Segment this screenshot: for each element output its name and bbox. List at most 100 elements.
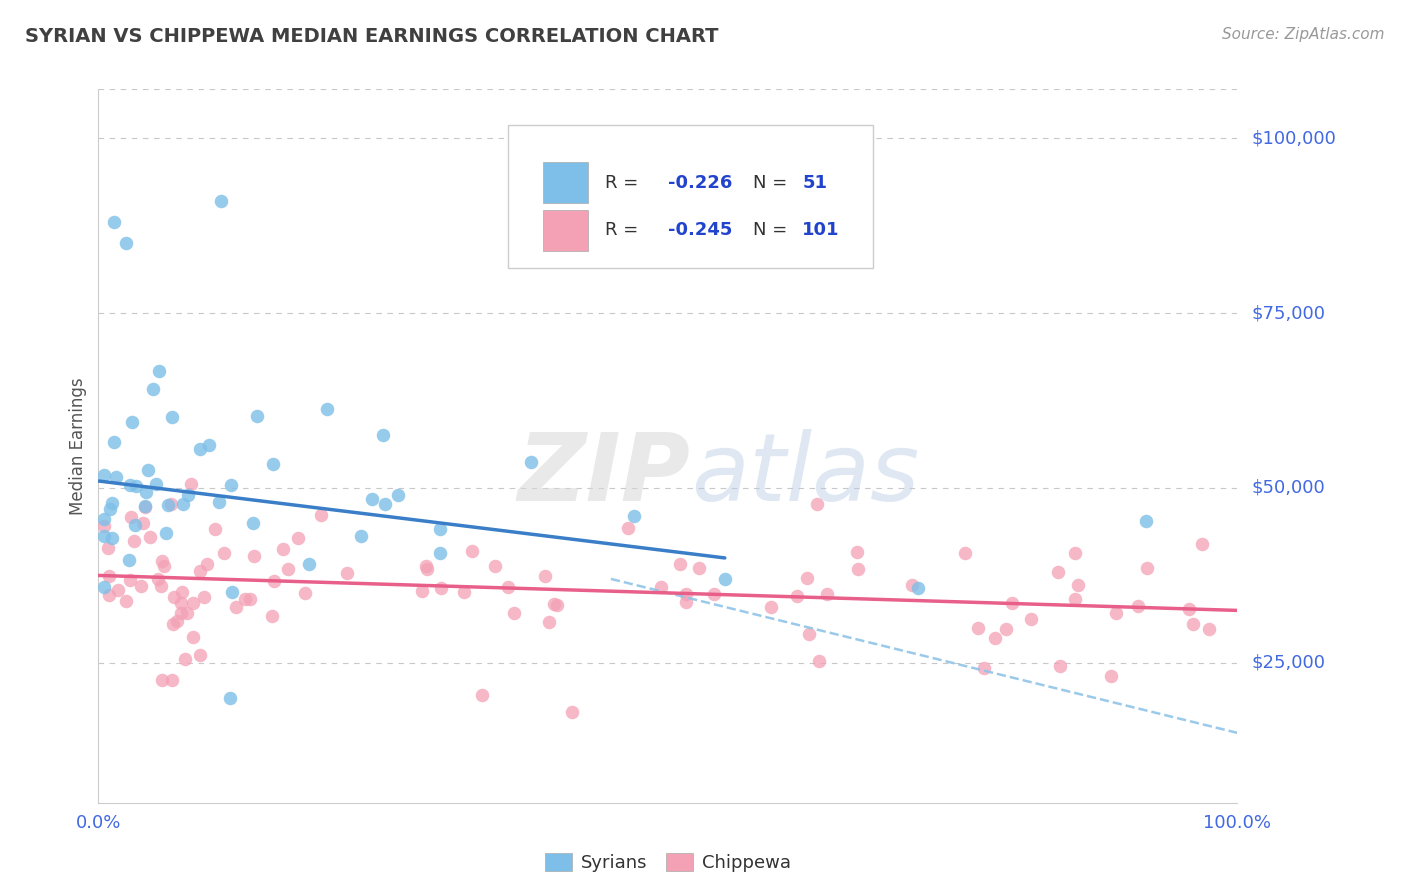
Point: [901, 578, 924, 592]
Point: [1064, 546, 1087, 560]
Point: [955, 546, 977, 560]
Point: [136, 463, 159, 477]
Point: [429, 546, 451, 560]
Point: [188, 648, 211, 662]
Point: [1021, 612, 1043, 626]
Point: [209, 194, 232, 208]
Point: [675, 595, 697, 609]
Point: [98, 502, 121, 516]
Point: [170, 596, 193, 610]
Point: [533, 569, 555, 583]
Point: [145, 477, 167, 491]
Point: [543, 597, 565, 611]
Point: [907, 581, 929, 595]
Point: [129, 579, 152, 593]
Point: [183, 630, 205, 644]
Point: [994, 622, 1017, 636]
Point: [176, 488, 198, 502]
Point: [118, 553, 141, 567]
Point: [561, 705, 583, 719]
FancyBboxPatch shape: [543, 210, 588, 252]
Point: [786, 589, 808, 603]
Point: [973, 661, 995, 675]
Point: [846, 562, 869, 576]
Text: atlas: atlas: [690, 429, 920, 520]
Point: [263, 574, 285, 589]
Text: $25,000: $25,000: [1251, 654, 1326, 672]
Point: [309, 508, 332, 523]
Point: [195, 557, 218, 571]
Point: [453, 585, 475, 599]
Point: [115, 236, 138, 251]
Point: [806, 498, 828, 512]
Point: [471, 688, 494, 702]
Point: [142, 383, 165, 397]
Text: $100,000: $100,000: [1251, 129, 1336, 147]
Point: [166, 614, 188, 628]
Point: [1105, 606, 1128, 620]
Point: [146, 573, 169, 587]
Point: [1046, 566, 1069, 580]
Point: [387, 488, 409, 502]
Point: [103, 435, 125, 450]
Point: [668, 558, 690, 572]
Point: [139, 530, 162, 544]
Point: [1128, 599, 1150, 613]
Point: [350, 529, 373, 543]
Point: [103, 215, 125, 229]
Point: [1064, 592, 1087, 607]
Y-axis label: Median Earnings: Median Earnings: [69, 377, 87, 515]
Point: [135, 485, 157, 500]
Point: [759, 599, 782, 614]
Point: [233, 592, 256, 607]
Point: [131, 516, 153, 531]
Point: [155, 526, 177, 541]
Point: [496, 580, 519, 594]
Point: [122, 534, 145, 549]
Point: [93, 467, 115, 482]
Point: [153, 559, 176, 574]
Point: [688, 561, 710, 575]
Point: [461, 544, 484, 558]
Point: [703, 587, 725, 601]
Point: [193, 590, 215, 604]
Text: -0.245: -0.245: [668, 221, 733, 239]
Point: [967, 621, 990, 635]
Point: [845, 545, 868, 559]
Point: [163, 590, 186, 604]
Point: [271, 542, 294, 557]
Point: [262, 458, 284, 472]
Point: [150, 673, 173, 688]
Point: [148, 364, 170, 378]
Point: [188, 564, 211, 578]
Point: [287, 531, 309, 545]
Point: [93, 512, 115, 526]
Point: [150, 553, 173, 567]
Point: [173, 651, 195, 665]
Point: [221, 478, 243, 492]
Point: [650, 580, 672, 594]
Point: [120, 510, 142, 524]
Point: [623, 508, 645, 523]
FancyBboxPatch shape: [543, 162, 588, 203]
Point: [415, 558, 437, 573]
Point: [1001, 595, 1024, 609]
Point: [1191, 537, 1213, 551]
Point: [502, 607, 524, 621]
Point: [114, 594, 136, 608]
Point: [172, 497, 194, 511]
Point: [374, 497, 396, 511]
Text: SYRIAN VS CHIPPEWA MEDIAN EARNINGS CORRELATION CHART: SYRIAN VS CHIPPEWA MEDIAN EARNINGS CORRE…: [25, 27, 718, 45]
Point: [134, 499, 156, 513]
Point: [416, 562, 439, 576]
Point: [371, 427, 394, 442]
Point: [118, 477, 141, 491]
Point: [204, 522, 226, 536]
Point: [430, 581, 453, 595]
Text: R =: R =: [605, 221, 644, 239]
Point: [1198, 622, 1220, 636]
Point: [93, 518, 115, 533]
Point: [225, 599, 247, 614]
Point: [118, 573, 141, 587]
Text: $75,000: $75,000: [1251, 304, 1326, 322]
